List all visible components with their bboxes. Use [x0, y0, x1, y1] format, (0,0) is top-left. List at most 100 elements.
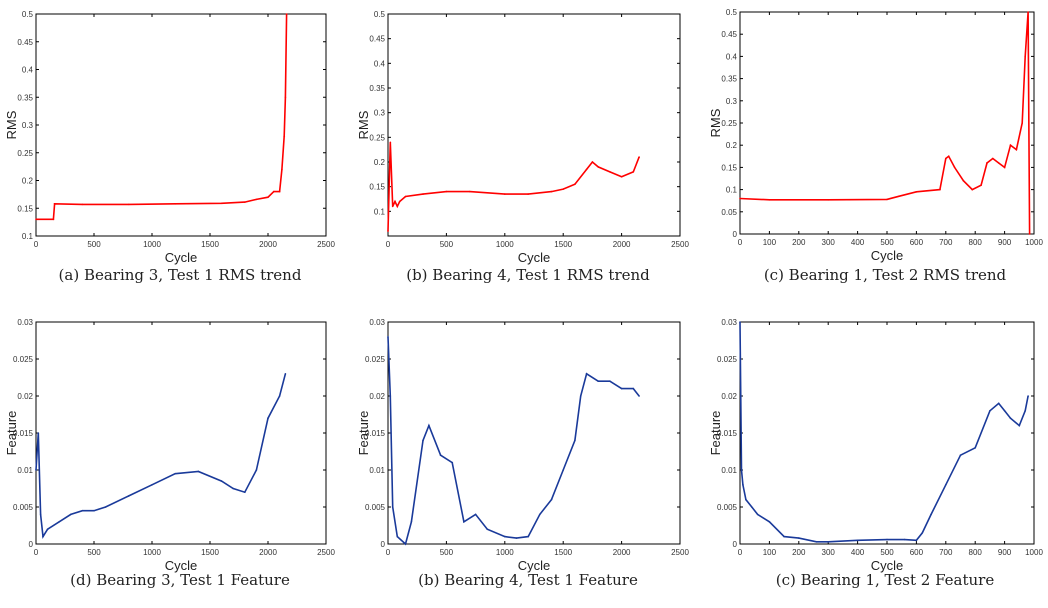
data-point — [1003, 410, 1006, 412]
data-point — [886, 538, 888, 541]
y-tick-label: 0.3 — [726, 97, 738, 106]
x-tick-label: 200 — [792, 238, 806, 247]
chart-caption: (c) Bearing 1, Test 2 Feature — [775, 571, 995, 589]
x-tick-label: 500 — [440, 240, 454, 249]
data-point — [35, 469, 37, 471]
y-tick-label: 0.02 — [369, 392, 385, 401]
data-point — [971, 188, 974, 191]
data-point — [574, 183, 576, 185]
x-tick-label: 2000 — [613, 240, 631, 249]
data-point — [539, 513, 541, 516]
data-point — [398, 200, 401, 203]
data-point — [463, 521, 465, 523]
data-point — [389, 141, 392, 144]
data-point — [585, 168, 588, 171]
y-tick-label: 0.01 — [17, 466, 33, 475]
data-point — [232, 487, 234, 490]
y-tick-label: 0.02 — [721, 392, 737, 401]
y-tick-label: 0.2 — [22, 177, 34, 186]
data-point — [856, 539, 859, 542]
x-tick-label: 800 — [969, 238, 983, 247]
data-point — [527, 193, 529, 195]
data-point — [768, 521, 771, 523]
y-tick-label: 0.2 — [726, 141, 738, 150]
data-point — [989, 410, 991, 412]
data-point — [504, 535, 506, 538]
data-point — [387, 336, 389, 338]
data-point — [756, 513, 759, 516]
data-point — [451, 461, 454, 464]
data-point — [128, 495, 130, 497]
data-point — [389, 395, 392, 397]
data-point — [422, 193, 424, 195]
y-axis-label: Feature — [4, 411, 19, 456]
x-tick-label: 600 — [910, 238, 924, 247]
data-point — [745, 498, 747, 501]
data-point — [783, 535, 785, 538]
data-point — [939, 188, 941, 191]
data-point — [930, 513, 932, 516]
y-tick-label: 0.5 — [22, 10, 34, 19]
y-axis-label: Feature — [708, 411, 723, 456]
data-point — [798, 537, 800, 539]
y-tick-label: 0.01 — [369, 466, 385, 475]
y-tick-label: 0.25 — [369, 133, 385, 142]
y-tick-label: 0 — [29, 540, 34, 549]
data-point — [284, 373, 287, 375]
x-tick-label: 900 — [998, 238, 1012, 247]
data-point — [396, 205, 399, 208]
plot-frame — [739, 321, 1035, 545]
series-line — [35, 373, 287, 539]
y-tick-label: 0.5 — [374, 10, 386, 19]
series-line — [387, 336, 640, 546]
data-point — [391, 506, 394, 508]
x-tick-label: 400 — [851, 548, 865, 557]
y-tick-label: 0.03 — [721, 318, 737, 327]
data-point — [504, 193, 506, 195]
y-axis-label: RMS — [4, 110, 19, 139]
x-tick-label: 500 — [880, 238, 894, 247]
data-point — [1027, 395, 1029, 397]
data-point — [278, 395, 281, 397]
data-point — [410, 521, 413, 523]
data-point — [244, 491, 246, 494]
y-tick-label: 0.35 — [721, 75, 737, 84]
y-tick-label: 0.5 — [726, 8, 738, 17]
y-tick-label: 0.45 — [721, 30, 737, 39]
data-point — [128, 203, 130, 206]
x-tick-label: 1000 — [496, 548, 514, 557]
data-point — [1018, 424, 1021, 427]
x-tick-label: 500 — [440, 548, 454, 557]
y-tick-label: 0.01 — [721, 466, 737, 475]
y-tick-label: 0.1 — [374, 207, 386, 216]
x-tick-label: 0 — [34, 240, 39, 249]
data-point — [283, 135, 286, 137]
data-point — [151, 484, 153, 486]
y-tick-label: 0.15 — [17, 204, 33, 213]
x-axis-label: Cycle — [871, 248, 904, 263]
data-point — [93, 509, 95, 512]
data-point — [1009, 417, 1012, 420]
x-axis-label: Cycle — [165, 250, 198, 265]
x-tick-label: 0 — [738, 238, 743, 247]
data-point — [244, 201, 246, 203]
data-point — [70, 513, 72, 516]
x-tick-label: 600 — [910, 548, 924, 557]
x-tick-label: 1000 — [496, 240, 514, 249]
data-point — [1015, 148, 1018, 151]
chart-caption: (b) Bearing 4, Test 1 Feature — [418, 571, 638, 589]
data-point — [597, 166, 600, 168]
y-axis-label: RMS — [356, 110, 371, 139]
x-tick-label: 2500 — [671, 548, 689, 557]
x-tick-label: 800 — [969, 548, 983, 557]
y-tick-label: 0.35 — [17, 93, 33, 102]
y-tick-label: 0.4 — [726, 52, 738, 61]
chart-caption: (d) Bearing 3, Test 1 Feature — [70, 571, 290, 589]
x-tick-label: 1000 — [1025, 238, 1043, 247]
y-tick-label: 0.15 — [369, 183, 385, 192]
y-tick-label: 0.4 — [374, 59, 386, 68]
data-point — [39, 513, 42, 516]
plot-frame — [35, 321, 327, 545]
